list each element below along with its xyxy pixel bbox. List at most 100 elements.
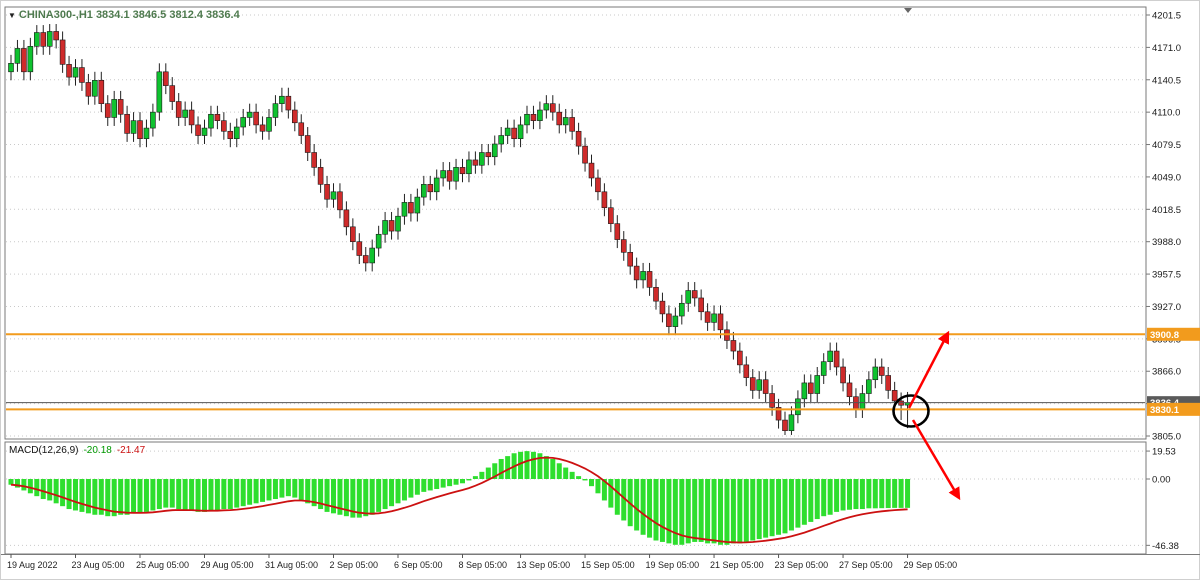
candle [440, 162, 446, 187]
candle [872, 358, 879, 389]
candle [46, 24, 53, 55]
candle [14, 39, 21, 72]
svg-text:4049.0: 4049.0 [1152, 172, 1181, 183]
macd-name: MACD(12,26,9) [9, 445, 79, 456]
symbol-info-bar: ▼ CHINA300-,H1 3834.1 3846.5 3812.4 3836.… [8, 9, 240, 21]
candle [408, 193, 414, 222]
svg-text:3805.0: 3805.0 [1152, 432, 1181, 443]
candle [253, 103, 259, 134]
candle [704, 303, 711, 331]
svg-text:31 Aug 05:00: 31 Aug 05:00 [265, 560, 318, 570]
candle [427, 175, 434, 201]
candle [537, 101, 543, 130]
macd-histogram [8, 451, 911, 545]
candle [317, 158, 324, 193]
candle [653, 278, 659, 310]
svg-text:4140.5: 4140.5 [1152, 75, 1181, 86]
svg-text:25 Aug 05:00: 25 Aug 05:00 [136, 560, 189, 570]
candle [511, 119, 517, 148]
candle [466, 151, 472, 183]
svg-text:3866.0: 3866.0 [1152, 367, 1181, 378]
svg-text:2 Sep 05:00: 2 Sep 05:00 [330, 560, 379, 570]
svg-text:19 Aug 2022: 19 Aug 2022 [7, 560, 58, 570]
candle [40, 25, 47, 55]
candle [53, 24, 59, 49]
candle [485, 144, 492, 166]
candle [717, 305, 724, 339]
candle [382, 211, 388, 243]
candle [582, 137, 588, 172]
candle [795, 390, 801, 424]
candle [524, 105, 530, 134]
candle [588, 154, 595, 187]
candle [369, 239, 376, 272]
symbol-ohlc-text: CHINA300-,H1 3834.1 3846.5 3812.4 3836.4 [18, 9, 240, 21]
candle [530, 105, 537, 130]
candle [659, 292, 666, 323]
chart-shift-marker-icon [904, 8, 912, 13]
candle [375, 225, 382, 257]
candle [698, 289, 704, 321]
svg-text:6 Sep 05:00: 6 Sep 05:00 [394, 560, 443, 570]
candle [59, 31, 66, 73]
candle [743, 356, 750, 387]
candle [188, 101, 195, 134]
candle [775, 398, 782, 429]
candle [259, 116, 266, 140]
candle [491, 135, 498, 166]
candle [453, 158, 459, 190]
candle [614, 215, 621, 249]
candle [388, 211, 395, 240]
svg-text:3900.8: 3900.8 [1150, 330, 1179, 341]
candle [92, 71, 98, 105]
candle [343, 201, 350, 236]
candle [420, 175, 427, 206]
candle [208, 105, 214, 137]
candle [240, 108, 246, 136]
svg-text:3988.0: 3988.0 [1152, 237, 1181, 248]
candle [846, 374, 853, 406]
candle [711, 305, 717, 331]
candle [788, 406, 795, 435]
candle [730, 331, 737, 360]
candle [601, 183, 608, 217]
candle [195, 116, 201, 145]
candle [175, 93, 182, 126]
candle [782, 411, 788, 435]
candle [272, 95, 279, 126]
macd-signal-value: -21.47 [116, 445, 146, 456]
candle [337, 183, 343, 219]
candle [749, 369, 756, 399]
candle [111, 90, 117, 126]
svg-text:15 Sep 05:00: 15 Sep 05:00 [581, 560, 635, 570]
svg-text:4171.0: 4171.0 [1152, 43, 1181, 54]
highlight-circle-annotation[interactable] [892, 394, 930, 428]
candle [414, 188, 421, 222]
svg-text:23 Sep 05:00: 23 Sep 05:00 [775, 560, 829, 570]
svg-text:19.53: 19.53 [1152, 447, 1176, 458]
symbol-dropdown-icon[interactable]: ▼ [8, 11, 16, 20]
candle [285, 87, 292, 119]
bullish-scenario-arrow[interactable] [907, 330, 950, 409]
candle [556, 103, 563, 134]
candle [117, 90, 124, 123]
candle [433, 169, 440, 201]
bearish-scenario-arrow[interactable] [911, 419, 961, 501]
candle [33, 25, 40, 55]
candle [214, 105, 221, 130]
candle [124, 105, 130, 142]
candle [233, 118, 240, 148]
candle [840, 358, 846, 392]
candle [221, 112, 227, 140]
candle [137, 112, 143, 148]
candle [156, 63, 163, 121]
candle [311, 144, 317, 176]
candle [479, 144, 485, 174]
candle [362, 247, 369, 272]
candle [472, 151, 479, 174]
svg-text:4079.5: 4079.5 [1152, 140, 1181, 151]
candle [814, 366, 821, 403]
macd-indicator-label: MACD(12,26,9) -20.18 -21.47 [9, 445, 145, 456]
svg-text:21 Sep 05:00: 21 Sep 05:00 [710, 560, 764, 570]
